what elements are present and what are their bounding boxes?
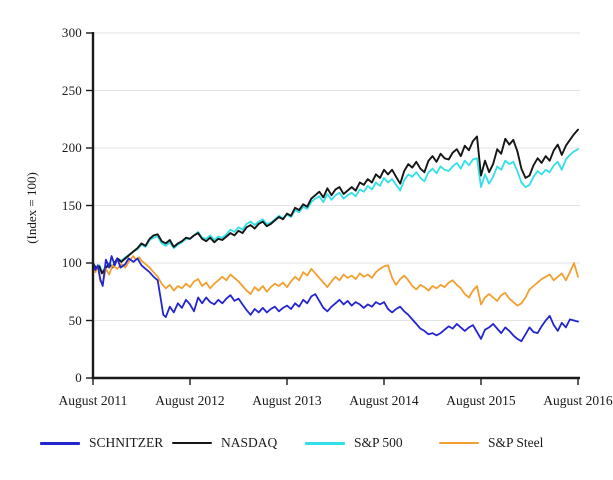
y-tick-label: 300	[61, 25, 82, 40]
y-tick-label: 100	[61, 255, 82, 270]
x-tick-label: August 2016	[543, 393, 613, 408]
x-tick-label: August 2011	[58, 393, 128, 408]
series-line-s-p-steel	[92, 255, 579, 307]
series-line-s-p-500	[92, 148, 579, 274]
y-tick-label: 0	[75, 370, 82, 385]
x-tick-label: August 2014	[349, 393, 419, 408]
series-line-schnitzer	[92, 255, 579, 343]
series-line-nasdaq	[92, 128, 579, 275]
y-tick-label: 150	[61, 197, 82, 213]
x-tick-label: August 2015	[446, 393, 516, 408]
y-tick-label: 50	[68, 312, 82, 328]
x-tick-label: August 2013	[252, 393, 322, 408]
y-tick-label: 200	[61, 140, 82, 155]
x-tick-label: August 2012	[155, 393, 225, 408]
y-tick-label: 250	[61, 82, 82, 98]
